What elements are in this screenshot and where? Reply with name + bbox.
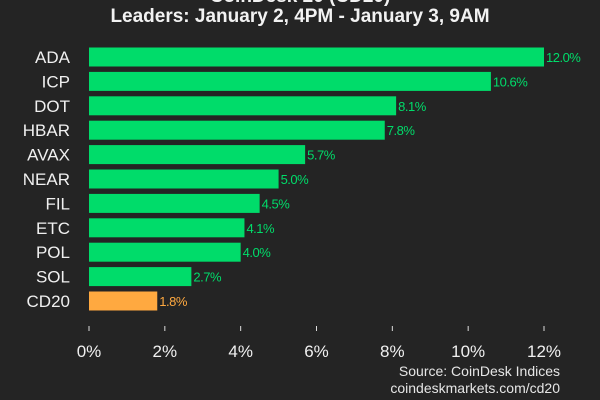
chart-title: CoinDesk 20 (CD20) [0, 0, 600, 8]
category-label: POL [36, 243, 70, 262]
x-tick-label: 2% [153, 342, 178, 361]
bar-etc [89, 218, 245, 238]
data-label: 12.0% [546, 50, 581, 65]
data-label: 7.8% [387, 123, 416, 138]
data-label: 1.8% [159, 294, 188, 309]
category-label: AVAX [27, 146, 70, 165]
x-tick-label: 0% [77, 342, 102, 361]
category-label: DOT [34, 97, 70, 116]
bar-ada [89, 47, 544, 67]
category-label: FIL [45, 194, 70, 213]
category-label: ETC [36, 219, 70, 238]
bar-cd20 [89, 291, 158, 311]
data-label: 5.7% [307, 148, 336, 163]
bar-avax [89, 145, 306, 165]
x-tick-label: 8% [380, 342, 405, 361]
bar-dot [89, 96, 397, 116]
x-tick-label: 4% [228, 342, 253, 361]
x-tick-label: 6% [304, 342, 329, 361]
x-tick-label: 10% [451, 342, 485, 361]
category-label: ICP [42, 72, 70, 91]
category-label: NEAR [23, 170, 70, 189]
source-note: Source: CoinDesk Indices [398, 363, 560, 379]
category-label: HBAR [23, 121, 70, 140]
data-label: 2.7% [193, 270, 222, 285]
bar-hbar [89, 120, 385, 140]
bar-sol [89, 267, 192, 287]
bar-icp [89, 71, 491, 91]
data-label: 4.1% [246, 221, 275, 236]
source-url: coindeskmarkets.com/cd20 [390, 380, 560, 396]
data-label: 5.0% [281, 172, 310, 187]
x-tick-label: 12% [527, 342, 561, 361]
category-label: SOL [36, 268, 70, 287]
bar-pol [89, 242, 241, 262]
bar-fil [89, 193, 260, 213]
category-label: ADA [35, 48, 71, 67]
data-label: 8.1% [398, 99, 427, 114]
bar-near [89, 169, 279, 189]
data-label: 10.6% [493, 74, 528, 89]
data-label: 4.0% [243, 245, 272, 260]
chart-subtitle: Leaders: January 2, 4PM - January 3, 9AM [110, 6, 490, 27]
category-label: CD20 [27, 292, 70, 311]
data-label: 4.5% [262, 196, 291, 211]
